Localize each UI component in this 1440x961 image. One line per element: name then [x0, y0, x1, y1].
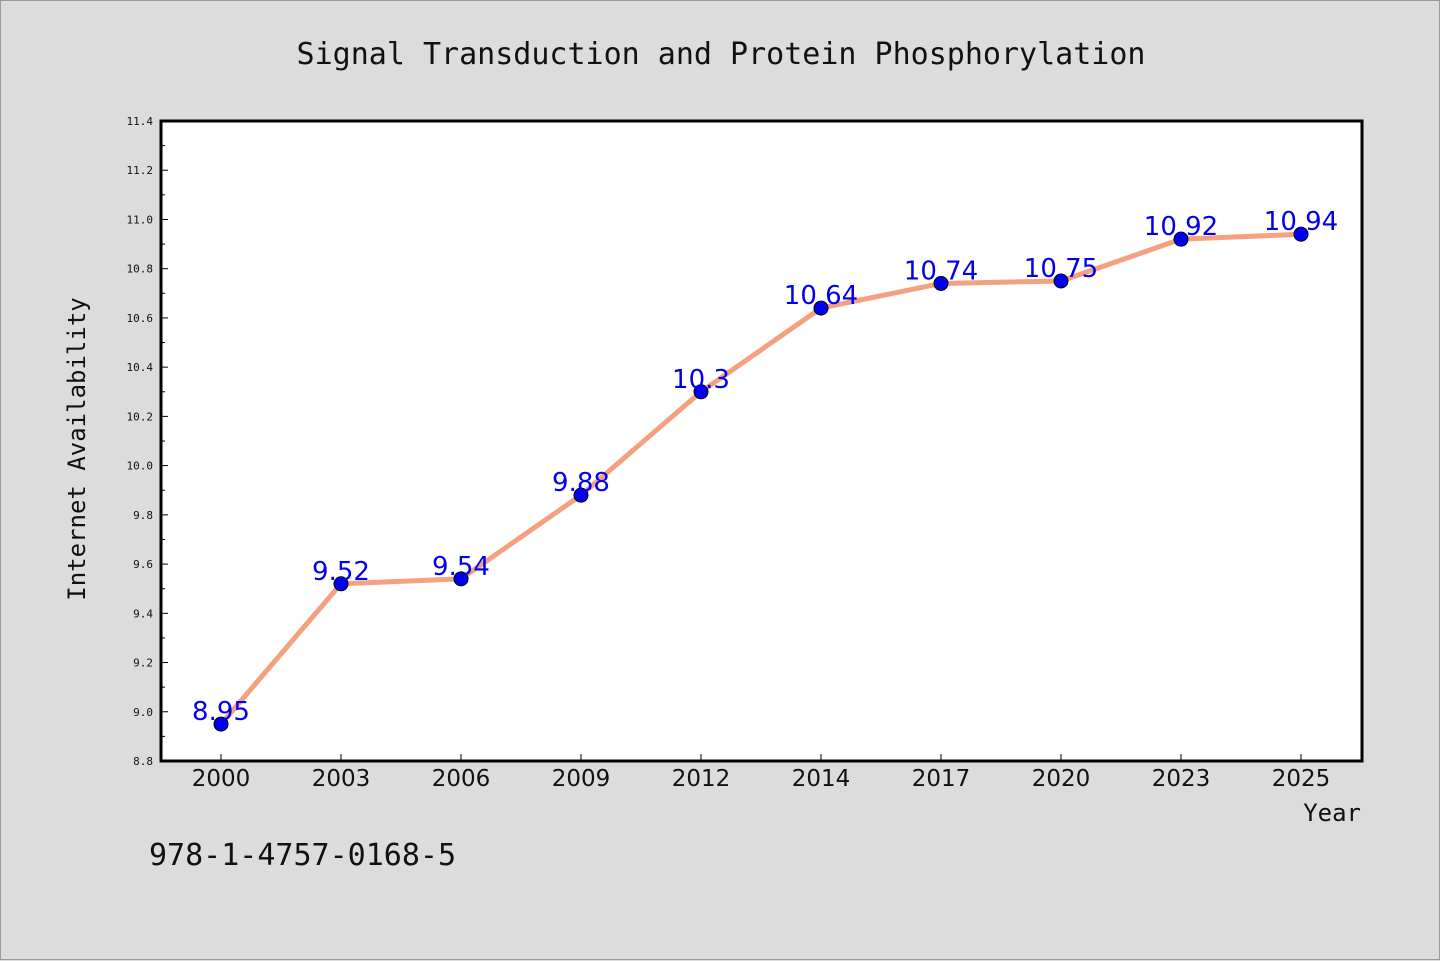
data-point	[453, 571, 469, 587]
y-tick-label: 11.2	[127, 164, 154, 177]
data-labels: 8.95 9.52 9.54 9.88 10.3 10.64 10.74 10.75 10.92…	[192, 207, 1338, 727]
data-label: 9.52	[312, 557, 370, 587]
y-tick-label: 9.2	[133, 657, 153, 670]
data-point	[933, 275, 949, 291]
y-tick-label: 10.2	[127, 410, 154, 423]
data-label: 10.94	[1264, 207, 1338, 237]
data-point	[693, 384, 709, 400]
series-line-group	[218, 231, 1304, 727]
data-point	[333, 576, 349, 592]
x-axis-label: Year	[1303, 799, 1361, 827]
y-tick-label: 9.4	[133, 607, 153, 620]
y-tick-label: 10.4	[127, 361, 154, 374]
data-point	[1053, 273, 1069, 289]
x-tick-label: 2003	[312, 766, 371, 792]
x-tick-label: 2017	[912, 766, 971, 792]
data-point	[573, 487, 589, 503]
isbn-text: 978-1-4757-0168-5	[149, 838, 456, 873]
y-tick-label: 11.4	[127, 115, 154, 128]
y-tick-label: 8.8	[133, 755, 153, 768]
data-point	[1173, 231, 1189, 247]
data-label: 10.64	[784, 281, 858, 311]
x-tick-label: 2006	[432, 766, 491, 792]
x-tick-label: 2020	[1032, 766, 1091, 792]
data-label: 10.74	[904, 256, 978, 286]
y-tick-label: 9.0	[133, 706, 153, 719]
x-tick-label: 2023	[1152, 766, 1211, 792]
x-tick-label: 2014	[792, 766, 851, 792]
plot-area	[159, 119, 1364, 763]
x-tick-label: 2025	[1272, 766, 1331, 792]
data-label: 10.92	[1144, 212, 1218, 242]
series-line	[218, 231, 1304, 727]
y-tick-label: 11.0	[127, 213, 154, 226]
y-tick-label: 9.6	[133, 558, 153, 571]
x-axis: 2000 2003 2006 2009 2012 2014 2017 2020 2023 2025	[192, 754, 1331, 792]
y-tick-label: 10.6	[127, 312, 154, 325]
data-label: 9.88	[552, 468, 610, 498]
x-tick-label: 2009	[552, 766, 611, 792]
y-tick-label: 9.8	[133, 509, 153, 522]
data-label: 8.95	[192, 697, 250, 727]
y-tick-label: 10.0	[127, 460, 154, 473]
x-tick-label: 2000	[192, 766, 251, 792]
x-tick-label: 2012	[672, 766, 731, 792]
y-axis-label: Internet Availability	[63, 297, 91, 600]
data-label: 10.75	[1024, 254, 1098, 284]
data-label: 10.3	[672, 365, 730, 395]
data-points	[213, 226, 1309, 732]
data-point	[1293, 226, 1309, 242]
y-tick-label: 10.8	[127, 263, 154, 276]
chart-title: Signal Transduction and Protein Phosphor…	[297, 37, 1146, 72]
data-label: 9.54	[432, 552, 490, 582]
data-point	[213, 716, 229, 732]
data-point	[813, 300, 829, 316]
y-axis: 8.8 9.0 9.2 9.4 9.6 9.8 10.0 10.2 10.4 10.6 10.8 11…	[127, 115, 168, 768]
